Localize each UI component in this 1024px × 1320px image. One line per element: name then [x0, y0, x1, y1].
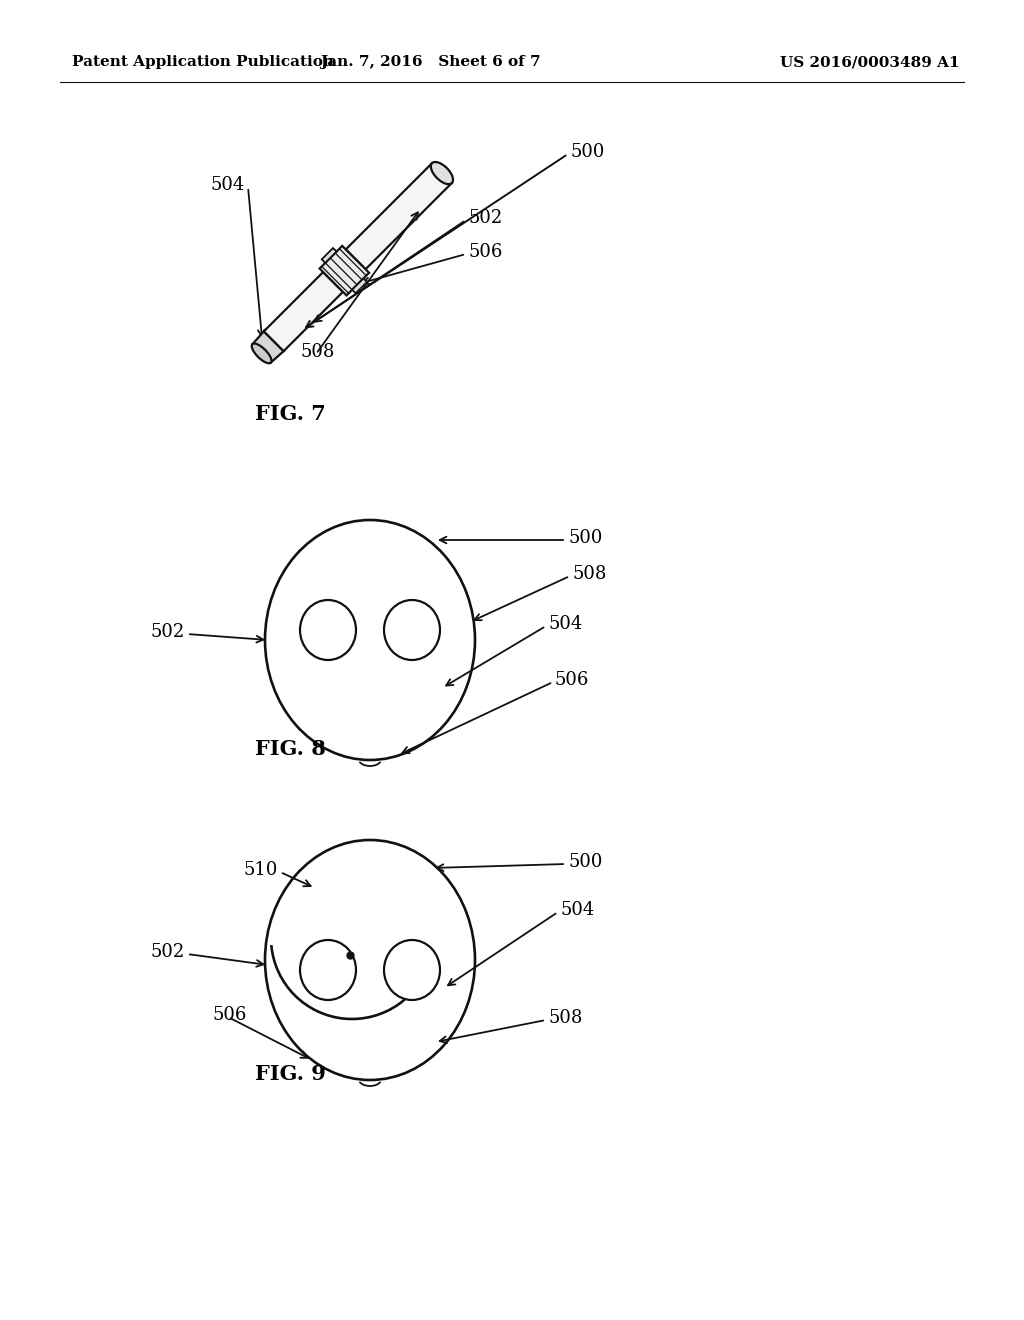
Text: 500: 500	[570, 143, 604, 161]
Ellipse shape	[300, 601, 356, 660]
Text: 506: 506	[555, 671, 590, 689]
Text: FIG. 9: FIG. 9	[255, 1064, 326, 1084]
Text: 508: 508	[300, 343, 335, 360]
Polygon shape	[322, 248, 337, 263]
Text: FIG. 8: FIG. 8	[255, 739, 326, 759]
Text: FIG. 7: FIG. 7	[255, 404, 326, 424]
Text: Patent Application Publication: Patent Application Publication	[72, 55, 334, 69]
Text: 502: 502	[151, 942, 185, 961]
Polygon shape	[431, 162, 453, 185]
Text: 502: 502	[468, 209, 502, 227]
Text: 506: 506	[468, 243, 503, 261]
Text: 504: 504	[210, 176, 245, 194]
Text: 504: 504	[560, 902, 594, 919]
Polygon shape	[352, 279, 367, 293]
Text: Jan. 7, 2016   Sheet 6 of 7: Jan. 7, 2016 Sheet 6 of 7	[319, 55, 541, 69]
Polygon shape	[319, 246, 369, 296]
Text: 504: 504	[548, 615, 583, 634]
Ellipse shape	[300, 940, 356, 1001]
Text: 500: 500	[568, 853, 602, 871]
Text: 510: 510	[244, 861, 278, 879]
Text: 506: 506	[212, 1006, 247, 1024]
Ellipse shape	[384, 940, 440, 1001]
Ellipse shape	[384, 601, 440, 660]
Text: 500: 500	[568, 529, 602, 546]
Polygon shape	[253, 331, 284, 363]
Text: US 2016/0003489 A1: US 2016/0003489 A1	[780, 55, 959, 69]
Polygon shape	[346, 164, 452, 269]
Text: 508: 508	[572, 565, 606, 583]
Polygon shape	[264, 272, 343, 351]
Text: 508: 508	[548, 1008, 583, 1027]
Polygon shape	[252, 343, 271, 363]
Text: 502: 502	[151, 623, 185, 642]
